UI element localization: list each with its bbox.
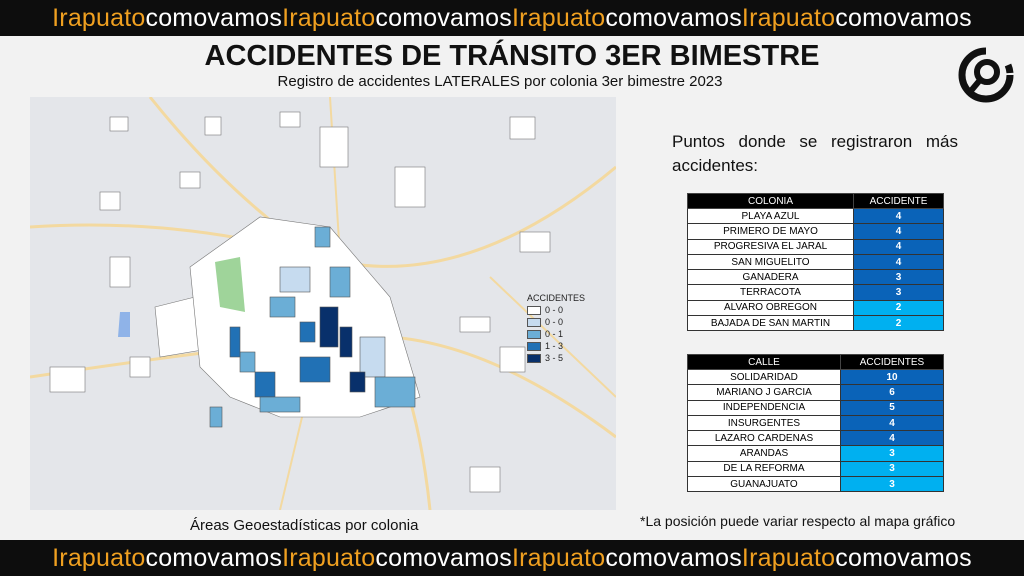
name-cell: DE LA REFORMA bbox=[687, 460, 841, 478]
header-colonia: COLONIA bbox=[687, 193, 854, 209]
name-cell: INDEPENDENCIA bbox=[687, 399, 841, 416]
choropleth-map[interactable]: ACCIDENTES 0 - 0 0 - 0 0 - 1 1 - 3 3 - 5 bbox=[29, 96, 617, 511]
brand-comovamos: comovamos bbox=[605, 543, 742, 572]
page-title: ACCIDENTES DE TRÁNSITO 3ER BIMESTRE bbox=[204, 40, 820, 72]
count-cell: 10 bbox=[840, 368, 944, 386]
legend-swatch bbox=[527, 329, 541, 339]
name-cell: SAN MIGUELITO bbox=[687, 253, 854, 271]
table-row: GUANAJUATO 3 bbox=[687, 476, 944, 493]
brand-irapuato: Irapuato bbox=[52, 3, 146, 32]
table-row: ALVARO OBREGON 2 bbox=[687, 299, 944, 317]
brand-irapuato: Irapuato bbox=[282, 543, 376, 572]
header-accidentes: ACCIDENTES bbox=[840, 354, 944, 370]
legend-label: 0 - 0 bbox=[545, 317, 564, 327]
count-cell: 3 bbox=[840, 445, 944, 462]
brand-comovamos: comovamos bbox=[835, 3, 972, 32]
table-row: BAJADA DE SAN MARTIN 2 bbox=[687, 315, 944, 332]
brand-irapuato: Irapuato bbox=[741, 543, 836, 572]
colonias-table: COLONIA ACCIDENTE PLAYA AZUL 4 PRIMERO DE M… bbox=[687, 193, 944, 332]
table-row: PRIMERO DE MAYO 4 bbox=[687, 223, 944, 240]
name-cell: ARANDAS bbox=[687, 445, 841, 462]
table-row: TERRACOTA 3 bbox=[687, 284, 944, 301]
name-cell: PROGRESIVA EL JARAL bbox=[687, 238, 854, 255]
map-legend: ACCIDENTES 0 - 0 0 - 0 0 - 1 1 - 3 3 - 5 bbox=[527, 293, 585, 363]
count-cell: 4 bbox=[840, 430, 944, 447]
count-cell: 4 bbox=[853, 207, 944, 225]
section-heading: Puntos donde se registraron más accident… bbox=[672, 132, 958, 175]
name-cell: INSURGENTES bbox=[687, 414, 841, 432]
brand-irapuato: Irapuato bbox=[512, 3, 606, 32]
brand-irapuato: Irapuato bbox=[282, 3, 376, 32]
legend-item: 0 - 0 bbox=[527, 317, 585, 327]
legend-item: 0 - 1 bbox=[527, 329, 585, 339]
header-accidente: ACCIDENTE bbox=[853, 193, 944, 209]
brand-comovamos: comovamos bbox=[605, 3, 742, 32]
count-cell: 4 bbox=[853, 223, 944, 240]
name-cell: TERRACOTA bbox=[687, 284, 854, 301]
calles-table: CALLE ACCIDENTES SOLIDARIDAD 10 MARIANO J G… bbox=[687, 354, 944, 493]
count-cell: 3 bbox=[840, 476, 944, 493]
name-cell: GANADERA bbox=[687, 269, 854, 286]
legend-item: 0 - 0 bbox=[527, 305, 585, 315]
brand-irapuato: Irapuato bbox=[512, 543, 606, 572]
table-row: LAZARO CARDENAS 4 bbox=[687, 430, 944, 447]
header-calle: CALLE bbox=[687, 354, 841, 370]
legend-label: 3 - 5 bbox=[545, 353, 564, 363]
bottom-banner: Irapuato comovamos Irapuato comovamos Irapua… bbox=[0, 540, 1024, 576]
count-cell: 4 bbox=[853, 238, 944, 255]
legend-swatch bbox=[527, 353, 541, 363]
brand-comovamos: comovamos bbox=[145, 3, 283, 32]
table-row: DE LA REFORMA 3 bbox=[687, 460, 944, 478]
map-caption: Áreas Geoestadísticas por colonia bbox=[190, 517, 419, 534]
table-row: ARANDAS 3 bbox=[687, 445, 944, 462]
legend-title: ACCIDENTES bbox=[527, 293, 586, 303]
name-cell: LAZARO CARDENAS bbox=[687, 430, 841, 447]
count-cell: 2 bbox=[853, 299, 944, 317]
name-cell: MARIANO J GARCIA bbox=[687, 384, 841, 401]
page-subtitle: Registro de accidentes LATERALES por col… bbox=[277, 73, 723, 90]
legend-label: 1 - 3 bbox=[545, 341, 564, 351]
name-cell: PLAYA AZUL bbox=[687, 207, 854, 225]
name-cell: GUANAJUATO bbox=[687, 476, 841, 493]
name-cell: PRIMERO DE MAYO bbox=[687, 223, 854, 240]
table-row: PLAYA AZUL 4 bbox=[687, 207, 944, 225]
legend-label: 0 - 0 bbox=[545, 305, 564, 315]
table-row: MARIANO J GARCIA 6 bbox=[687, 384, 944, 401]
table-row: PROGRESIVA EL JARAL 4 bbox=[687, 238, 944, 255]
name-cell: BAJADA DE SAN MARTIN bbox=[687, 315, 854, 332]
brand-irapuato: Irapuato bbox=[741, 3, 836, 32]
legend-label: 0 - 1 bbox=[545, 329, 564, 339]
legend-swatch bbox=[527, 305, 541, 315]
brand-irapuato: Irapuato bbox=[52, 543, 146, 572]
count-cell: 5 bbox=[840, 399, 944, 416]
count-cell: 4 bbox=[853, 253, 944, 271]
table-row: INDEPENDENCIA 5 bbox=[687, 399, 944, 416]
count-cell: 2 bbox=[853, 315, 944, 332]
legend-item: 1 - 3 bbox=[527, 341, 585, 351]
brand-comovamos: comovamos bbox=[375, 543, 512, 572]
legend-swatch bbox=[527, 341, 541, 351]
brand-comovamos: comovamos bbox=[145, 543, 283, 572]
brand-comovamos: comovamos bbox=[835, 543, 972, 572]
footnote: *La posición puede variar respecto al ma… bbox=[640, 513, 956, 529]
table-row: INSURGENTES 4 bbox=[687, 414, 944, 432]
name-cell: SOLIDARIDAD bbox=[687, 368, 841, 386]
legend-item: 3 - 5 bbox=[527, 353, 585, 363]
count-cell: 6 bbox=[840, 384, 944, 401]
legend-swatch bbox=[527, 317, 541, 327]
magnifier-circle-logo bbox=[958, 47, 1014, 103]
name-cell: ALVARO OBREGON bbox=[687, 299, 854, 317]
count-cell: 3 bbox=[853, 269, 944, 286]
table-row: SOLIDARIDAD 10 bbox=[687, 368, 944, 386]
count-cell: 3 bbox=[840, 460, 944, 478]
count-cell: 3 bbox=[853, 284, 944, 301]
top-banner: Irapuato comovamos Irapuato comovamos Irapua… bbox=[0, 0, 1024, 36]
table-row: GANADERA 3 bbox=[687, 269, 944, 286]
brand-comovamos: comovamos bbox=[375, 3, 512, 32]
table-row: SAN MIGUELITO 4 bbox=[687, 253, 944, 271]
count-cell: 4 bbox=[840, 414, 944, 432]
